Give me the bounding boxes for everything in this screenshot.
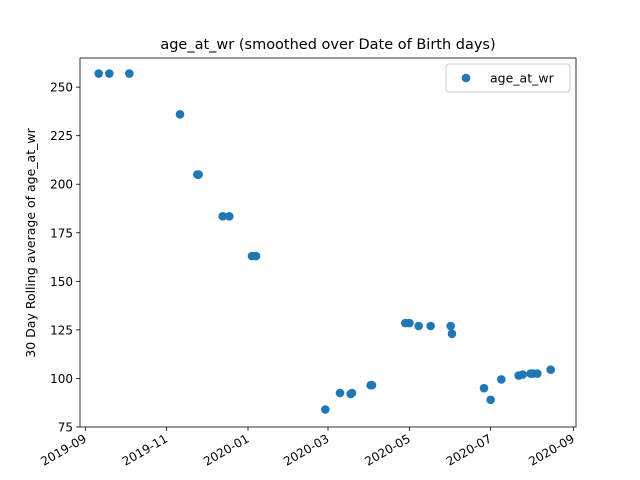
legend-marker	[461, 73, 471, 83]
legend-box	[445, 63, 571, 93]
y-tick-label: 250	[50, 81, 73, 95]
data-point	[479, 383, 489, 393]
y-tick-label: 125	[50, 323, 73, 337]
data-point	[125, 69, 134, 78]
x-tick-label: 2020-05	[362, 431, 412, 468]
data-point	[446, 321, 455, 331]
data-point	[518, 370, 527, 379]
y-tick-label: 100	[50, 372, 73, 386]
y-tick-label: 150	[50, 275, 73, 289]
x-tick-label: 2019-11	[120, 431, 170, 468]
chart-title: age_at_wr (smoothed over Date of Birth d…	[160, 37, 495, 53]
y-tick-label: 225	[50, 129, 73, 143]
legend: age_at_wr	[445, 63, 571, 93]
data-point	[105, 69, 114, 78]
data-point	[335, 388, 345, 398]
x-tick-label: 2020-03	[281, 431, 331, 468]
x-tick-label: 2020-07	[444, 431, 494, 468]
plot-frame	[79, 57, 577, 428]
data-point	[546, 365, 555, 375]
x-tick-label: 2019-09	[38, 431, 88, 468]
y-axis-label: 30 Day Rolling average of age_at_wr	[23, 127, 38, 357]
data-point	[497, 375, 506, 384]
data-point	[447, 329, 457, 339]
plot-area: 75 100 125 150 175 200 225 250 2019-09 2019-11 202…	[38, 57, 577, 469]
y-tick-label: 200	[50, 178, 73, 192]
data-point	[175, 110, 185, 119]
data-point	[321, 405, 330, 414]
data-point	[218, 211, 227, 221]
y-tick-label: 75	[58, 421, 73, 435]
data-point	[194, 170, 203, 179]
data-point	[533, 369, 542, 378]
legend-label: age_at_wr	[490, 71, 555, 86]
y-tick-label: 175	[50, 226, 73, 240]
data-point	[367, 380, 377, 390]
x-tick-label: 2020-09	[526, 431, 576, 468]
data-point	[405, 318, 414, 328]
data-point	[94, 69, 103, 78]
data-point	[426, 321, 435, 331]
data-point	[414, 321, 423, 331]
data-point	[251, 251, 261, 261]
data-point	[225, 211, 234, 221]
data-point	[347, 388, 357, 398]
x-tick-label: 2020-01	[201, 431, 251, 468]
data-point	[486, 395, 495, 405]
